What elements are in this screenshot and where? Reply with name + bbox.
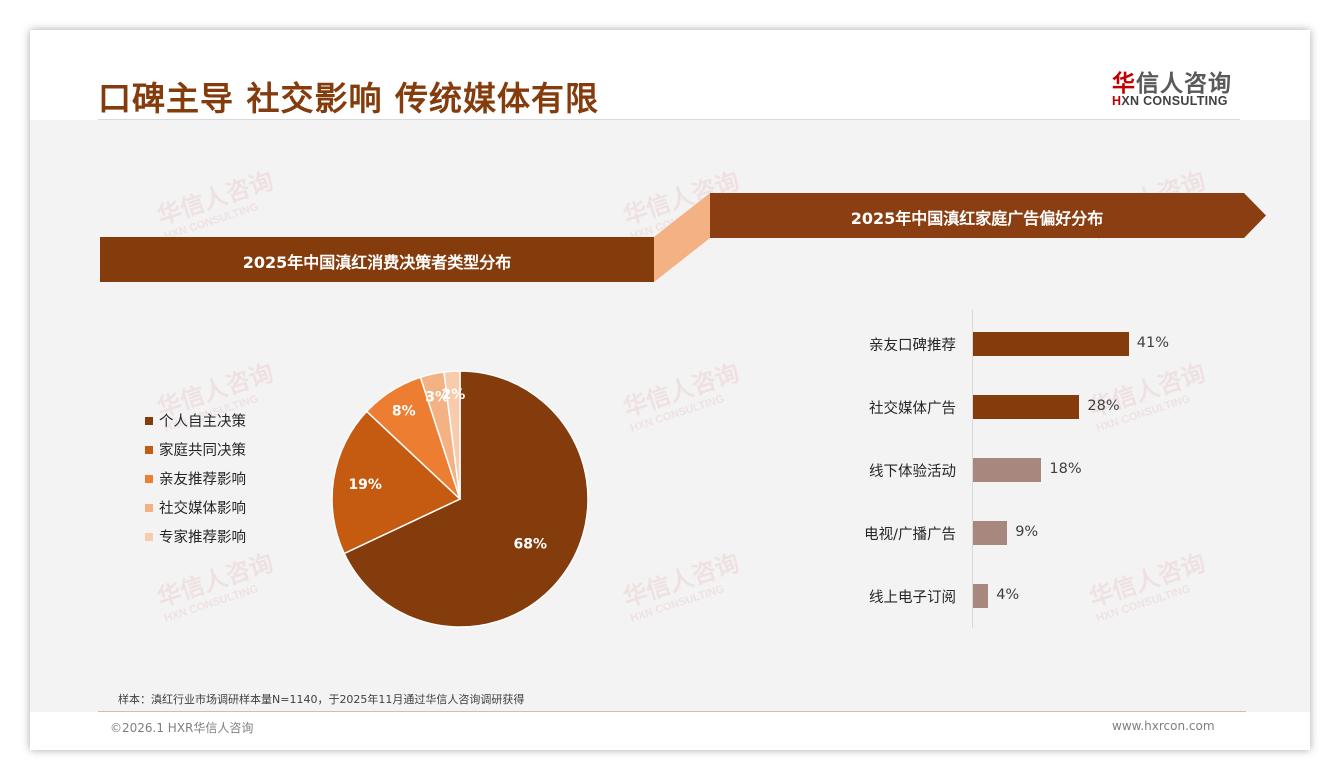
legend-label: 家庭共同决策 bbox=[159, 443, 246, 459]
bar-label: 社交媒体广告 bbox=[869, 401, 956, 417]
left-chart-banner: 2025年中国滇红消费决策者类型分布 bbox=[100, 237, 654, 282]
legend-label: 亲友推荐影响 bbox=[159, 472, 246, 488]
pie-slice-label: 2% bbox=[442, 387, 466, 403]
bar-value: 28% bbox=[1087, 398, 1120, 414]
legend-swatch bbox=[145, 445, 153, 454]
legend-swatch bbox=[145, 474, 153, 483]
header-divider bbox=[98, 119, 1240, 120]
pie-slice-label: 68% bbox=[513, 537, 547, 553]
bar-row: 电视/广播广告 9% bbox=[820, 521, 1240, 545]
bar-label: 线上电子订阅 bbox=[869, 590, 956, 606]
page-title: 口碑主导 社交影响 传统媒体有限 bbox=[98, 79, 599, 118]
bar bbox=[973, 332, 1129, 356]
legend-swatch bbox=[145, 532, 153, 541]
pie-slice bbox=[343, 370, 589, 628]
banner-connector bbox=[654, 193, 710, 282]
logo-cn: 华信人咨询 bbox=[1112, 71, 1232, 97]
bar-value: 9% bbox=[1015, 524, 1039, 540]
pie-slice-label: 3% bbox=[425, 390, 449, 406]
bar-value: 18% bbox=[1049, 461, 1082, 477]
bar-chart: 亲友口碑推荐 41% 社交媒体广告 28% 线下体验活动 18% 电视/广播广告 9% 线上电子… bbox=[820, 310, 1240, 640]
footer-divider bbox=[98, 711, 1246, 712]
legend-label: 专家推荐影响 bbox=[159, 530, 246, 546]
bar bbox=[973, 584, 989, 608]
pie-chart: 68% 19% 8% 3%2% bbox=[331, 370, 589, 628]
pie-slice-label: 19% bbox=[348, 477, 382, 493]
logo-en: HXN CONSULTING bbox=[1112, 94, 1228, 108]
pie-slice bbox=[331, 410, 462, 555]
bar-row: 线下体验活动 18% bbox=[820, 458, 1240, 482]
bar-row: 亲友口碑推荐 41% bbox=[820, 332, 1240, 356]
legend-item: 家庭共同决策 bbox=[145, 435, 246, 464]
pie-slice bbox=[443, 370, 461, 500]
bar-label: 线下体验活动 bbox=[869, 464, 956, 480]
bar bbox=[973, 395, 1080, 419]
website-link[interactable]: www.hxrcon.com bbox=[1112, 719, 1215, 733]
slide: 口碑主导 社交影响 传统媒体有限 华信人咨询 HXN CONSULTING 华信… bbox=[30, 30, 1310, 750]
footer-band bbox=[30, 712, 1310, 750]
legend-item: 个人自主决策 bbox=[145, 406, 246, 435]
bar-value: 4% bbox=[996, 587, 1020, 603]
bar-row: 社交媒体广告 28% bbox=[820, 395, 1240, 419]
bar bbox=[973, 458, 1042, 482]
legend-item: 社交媒体影响 bbox=[145, 493, 246, 522]
legend-label: 个人自主决策 bbox=[159, 414, 246, 430]
legend-label: 社交媒体影响 bbox=[159, 501, 246, 517]
header-band bbox=[30, 30, 1310, 120]
legend-swatch bbox=[145, 416, 153, 425]
legend-swatch bbox=[145, 503, 153, 512]
footnote: 样本：滇红行业市场调研样本量N=1140，于2025年11月通过华信人咨询调研获… bbox=[118, 693, 525, 706]
pie-slice-label: 8% bbox=[392, 403, 416, 419]
legend-item: 专家推荐影响 bbox=[145, 522, 246, 551]
bar-row: 线上电子订阅 4% bbox=[820, 584, 1240, 608]
bar-label: 亲友口碑推荐 bbox=[869, 338, 956, 354]
copyright: ©2026.1 HXR华信人咨询 bbox=[110, 721, 254, 735]
right-chart-banner: 2025年中国滇红家庭广告偏好分布 bbox=[710, 193, 1266, 238]
bar-value: 41% bbox=[1136, 335, 1170, 351]
pie-legend: 个人自主决策 家庭共同决策 亲友推荐影响 社交媒体影响 专家推荐影响 bbox=[145, 406, 246, 551]
bar bbox=[973, 521, 1008, 545]
bar-label: 电视/广播广告 bbox=[864, 527, 956, 543]
bar-axis bbox=[972, 310, 973, 628]
brand-logo: 华信人咨询 HXN CONSULTING bbox=[1112, 64, 1242, 114]
legend-item: 亲友推荐影响 bbox=[145, 464, 246, 493]
